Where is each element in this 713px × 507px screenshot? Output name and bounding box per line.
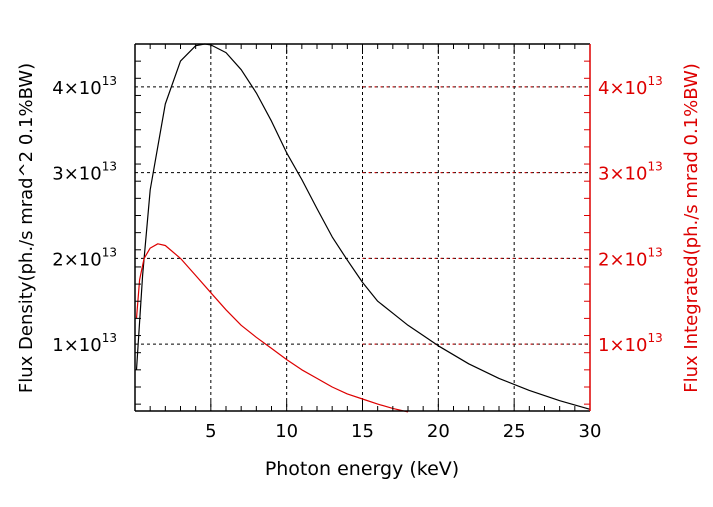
- grid: [135, 44, 590, 411]
- y-tick-label: 3×1013: [52, 160, 117, 185]
- x-tick-label: 25: [503, 421, 526, 442]
- x-tick-label: 10: [275, 421, 298, 442]
- x-tick-label: 20: [427, 421, 450, 442]
- flux-integrated-line: [135, 243, 409, 413]
- y-axis-label: Flux Density(ph./s mrad^2 0.1%BW): [16, 63, 37, 393]
- y-tick-label: 2×1013: [52, 245, 117, 270]
- curves: [135, 43, 591, 413]
- y2-tick-label: 1×1013: [598, 331, 663, 356]
- x-tick-label: 5: [205, 421, 216, 442]
- flux-density-line: [135, 43, 591, 410]
- y-tick-label: 4×1013: [52, 74, 117, 99]
- axes: [134, 43, 591, 412]
- y2-axis-label: Flux Integrated(ph./s mrad 0.1%BW): [681, 63, 702, 393]
- y-tick-label: 1×1013: [52, 331, 117, 356]
- x-axis-label: Photon energy (keV): [265, 458, 459, 480]
- x-tick-label: 30: [579, 421, 602, 442]
- y2-tick-label: 2×1013: [598, 245, 663, 270]
- y2-tick-label: 4×1013: [598, 74, 663, 99]
- x-tick-label: 15: [351, 421, 374, 442]
- y2-tick-label: 3×1013: [598, 160, 663, 185]
